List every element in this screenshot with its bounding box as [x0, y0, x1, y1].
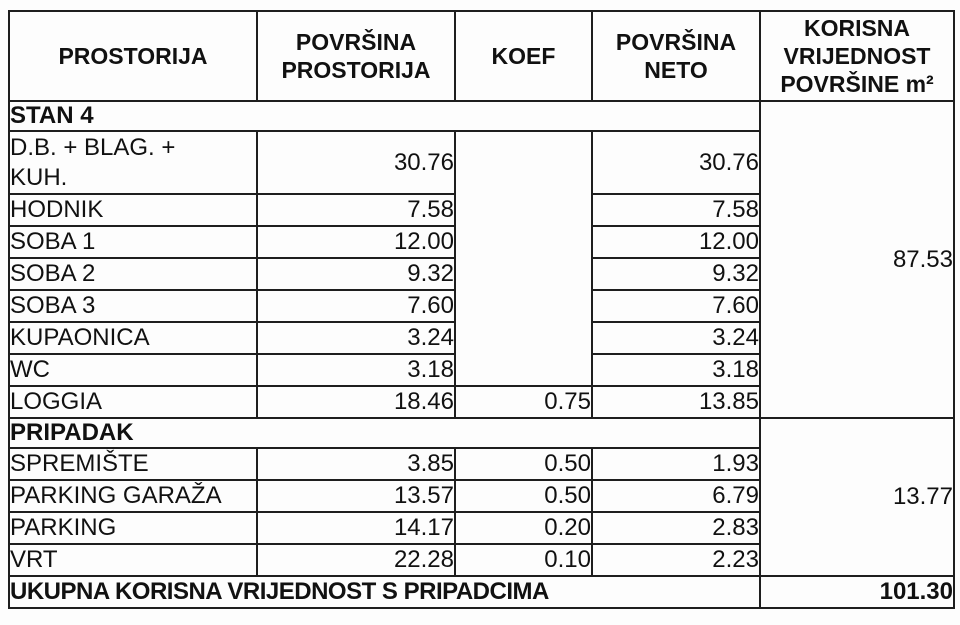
room-label: WC — [8, 353, 258, 388]
room-area: 7.60 — [256, 289, 456, 324]
room-neto: 2.23 — [591, 543, 761, 578]
section-row-pripadak: PRIPADAK 13.77 — [8, 417, 955, 578]
room-area: 30.76 — [256, 130, 456, 196]
room-neto: 13.85 — [591, 385, 761, 420]
col-header-korisna-vrijednost: KORISNA VRIJEDNOST POVRŠINE m² — [759, 9, 955, 103]
room-area: 13.57 — [256, 479, 456, 514]
table-row: VRT 22.28 0.10 2.23 — [8, 543, 954, 578]
room-label: SOBA 1 — [8, 225, 258, 260]
room-area: 3.24 — [256, 321, 456, 356]
area-valuation-table: PROSTORIJA POVRŠINA PROSTORIJA KOEF POVR… — [8, 9, 955, 610]
room-area: 3.18 — [256, 353, 456, 388]
room-koef: 0.50 — [454, 479, 593, 514]
section-total-stan4: 87.53 — [759, 100, 955, 420]
room-neto: 3.24 — [591, 321, 761, 356]
table-row: KUPAONICA 3.24 3.24 — [8, 321, 954, 356]
footer-total-value: 101.30 — [759, 575, 955, 610]
table-row: HODNIK 7.58 7.58 — [8, 193, 954, 228]
table-row: D.B. + BLAG. + KUH. 30.76 30.76 — [8, 130, 954, 388]
table-row: SOBA 3 7.60 7.60 — [8, 289, 954, 324]
room-koef: 0.75 — [454, 385, 593, 420]
room-koef: 0.50 — [454, 447, 593, 482]
document-page: PROSTORIJA POVRŠINA PROSTORIJA KOEF POVR… — [8, 9, 955, 610]
col-header-povrsina-neto: POVRŠINA NETO — [591, 9, 761, 103]
table-row: PARKING GARAŽA 13.57 0.50 6.79 — [8, 479, 954, 514]
room-neto: 6.79 — [591, 479, 761, 514]
room-area: 3.85 — [256, 447, 456, 482]
room-neto: 3.18 — [591, 353, 761, 388]
table-row: SOBA 2 9.32 9.32 — [8, 257, 954, 292]
room-label: VRT — [8, 543, 258, 578]
table-row: LOGGIA 18.46 0.75 13.85 — [8, 385, 954, 420]
room-area: 9.32 — [256, 257, 456, 292]
room-area: 14.17 — [256, 511, 456, 546]
room-label: SPREMIŠTE — [8, 447, 258, 482]
room-label: PARKING — [8, 511, 258, 546]
section-title-pripadak: PRIPADAK — [8, 417, 761, 450]
header-row: PROSTORIJA POVRŠINA PROSTORIJA KOEF POVR… — [8, 9, 955, 103]
room-neto: 30.76 — [591, 130, 761, 196]
col-header-povrsina-prostorija: POVRŠINA PROSTORIJA — [256, 9, 456, 103]
room-area: 7.58 — [256, 193, 456, 228]
room-label: HODNIK — [8, 193, 258, 228]
section-row-stan4: STAN 4 87.53 — [8, 100, 955, 420]
room-neto: 1.93 — [591, 447, 761, 482]
room-neto: 2.83 — [591, 511, 761, 546]
room-label: D.B. + BLAG. + KUH. — [8, 130, 258, 196]
room-koef: 0.10 — [454, 543, 593, 578]
footer-total-row: UKUPNA KORISNA VRIJEDNOST S PRIPADCIMA 1… — [8, 575, 955, 610]
room-area: 12.00 — [256, 225, 456, 260]
room-label: PARKING GARAŽA — [8, 479, 258, 514]
room-label: SOBA 3 — [8, 289, 258, 324]
section-total-pripadak: 13.77 — [759, 417, 955, 578]
col-header-prostorija: PROSTORIJA — [8, 9, 258, 103]
room-neto: 9.32 — [591, 257, 761, 292]
room-label: SOBA 2 — [8, 257, 258, 292]
section-title-stan4: STAN 4 — [8, 100, 761, 133]
col-header-koef: KOEF — [454, 9, 593, 103]
room-area: 22.28 — [256, 543, 456, 578]
table-row: SOBA 1 12.00 12.00 — [8, 225, 954, 260]
room-neto: 12.00 — [591, 225, 761, 260]
room-neto: 7.58 — [591, 193, 761, 228]
table-row: PARKING 14.17 0.20 2.83 — [8, 511, 954, 546]
table-row: SPREMIŠTE 3.85 0.50 1.93 — [8, 447, 954, 482]
table-row: WC 3.18 3.18 — [8, 353, 954, 388]
room-neto: 7.60 — [591, 289, 761, 324]
koef-empty-cell — [454, 130, 593, 388]
room-koef: 0.20 — [454, 511, 593, 546]
room-label: LOGGIA — [8, 385, 258, 420]
footer-total-label: UKUPNA KORISNA VRIJEDNOST S PRIPADCIMA — [8, 575, 761, 610]
room-label: KUPAONICA — [8, 321, 258, 356]
room-area: 18.46 — [256, 385, 456, 420]
